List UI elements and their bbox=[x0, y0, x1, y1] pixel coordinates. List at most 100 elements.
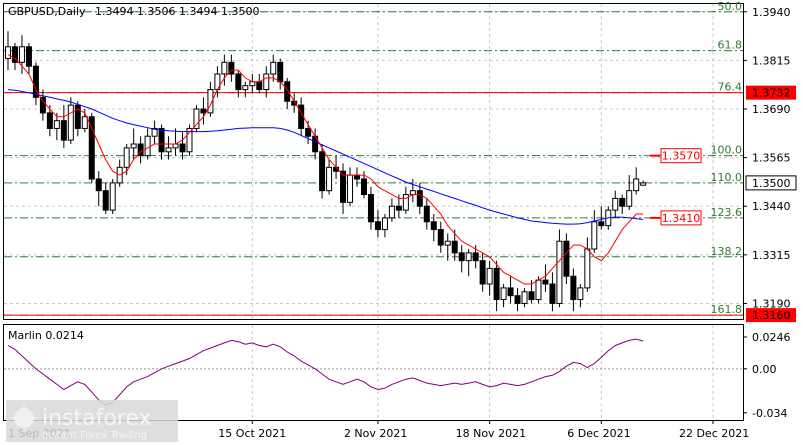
logo-star-icon bbox=[10, 404, 38, 432]
candle-body bbox=[277, 61, 284, 83]
candle-body bbox=[479, 260, 486, 285]
red-price-lines bbox=[4, 92, 743, 316]
osc-tick-label: -0.034 bbox=[752, 407, 787, 420]
candle-body bbox=[123, 147, 130, 168]
candle-body bbox=[430, 221, 437, 231]
osc-tick-label: 0.0246 bbox=[752, 331, 791, 344]
candle-body bbox=[221, 61, 228, 75]
candle-body bbox=[542, 279, 549, 285]
candle-body bbox=[458, 252, 465, 262]
candlesticks bbox=[5, 31, 647, 312]
candle-body bbox=[374, 221, 381, 231]
fibo-label: 138.2 bbox=[711, 245, 743, 258]
candle-body bbox=[193, 108, 200, 129]
candle-body bbox=[102, 190, 109, 211]
symbol-label: GBPUSD,Daily bbox=[8, 5, 86, 18]
current-price-box bbox=[745, 175, 797, 191]
price-tick-label: 1.3940 bbox=[752, 6, 791, 19]
candle-body bbox=[25, 46, 32, 67]
grid-lines bbox=[4, 4, 743, 420]
moving-average-slow bbox=[7, 89, 644, 225]
candle-body bbox=[584, 248, 591, 289]
candle-body bbox=[81, 116, 88, 129]
candle-body bbox=[88, 116, 95, 180]
price-tags: 1.3570 1.3410 bbox=[650, 148, 702, 226]
red-axis-box bbox=[746, 308, 796, 323]
time-tick-label: 2 Nov 2021 bbox=[344, 427, 407, 440]
candle-body bbox=[200, 108, 207, 114]
price-tick-label: 1.3565 bbox=[752, 152, 791, 165]
candle-body bbox=[144, 135, 151, 157]
osc-tick-label: 0.00 bbox=[752, 363, 777, 376]
candle-body bbox=[109, 182, 116, 211]
moving-average-fast bbox=[7, 54, 644, 285]
time-tick-label: 22 Dec 2021 bbox=[679, 427, 749, 440]
candle-body bbox=[354, 174, 360, 180]
price-tag-label: 1.3410 bbox=[662, 212, 701, 225]
fibo-label: 110.0 bbox=[711, 171, 743, 184]
candle-body bbox=[172, 143, 179, 149]
candle-body bbox=[263, 73, 270, 91]
candle-body bbox=[95, 178, 102, 192]
candle-body bbox=[549, 283, 556, 304]
price-axis: 1.3940 1.3815 1.3690 1.3565 1.3440 1.3315 1.31… bbox=[743, 6, 797, 323]
candle-body bbox=[472, 252, 479, 262]
candle-body bbox=[11, 46, 18, 63]
candle-body bbox=[186, 127, 193, 153]
candle-body bbox=[514, 295, 521, 304]
price-tick-label: 1.3690 bbox=[752, 103, 791, 116]
candle-body bbox=[507, 287, 514, 297]
fibo-label: 50.0 bbox=[718, 0, 743, 13]
candle-body bbox=[53, 120, 60, 129]
fibo-label: 100.0 bbox=[711, 144, 743, 157]
candle-body bbox=[158, 127, 165, 153]
candle-body bbox=[563, 240, 570, 277]
fibo-label: 161.8 bbox=[711, 303, 743, 316]
candle-body bbox=[367, 194, 374, 223]
candle-body bbox=[500, 287, 507, 301]
candle-body bbox=[521, 291, 528, 304]
candle-body bbox=[319, 151, 326, 192]
candle-body bbox=[130, 143, 137, 149]
candle-body bbox=[486, 267, 493, 285]
candle-body bbox=[270, 61, 277, 75]
fibo-label: 123.6 bbox=[711, 206, 743, 219]
fibo-label: 76.4 bbox=[718, 81, 743, 94]
price-tag-box bbox=[660, 148, 702, 164]
candle-body bbox=[165, 147, 172, 153]
candle-body bbox=[388, 205, 395, 219]
price-tick-label: 1.3815 bbox=[752, 54, 791, 67]
candle-body bbox=[577, 287, 584, 301]
candle-body bbox=[18, 46, 25, 63]
candle-body bbox=[409, 190, 416, 196]
price-tick-label: 1.3315 bbox=[752, 249, 791, 262]
chart-title: GBPUSD,Daily 1.3494 1.3506 1.3494 1.3500 bbox=[8, 5, 260, 18]
svg-text:instaforex: instaforex bbox=[42, 406, 152, 431]
candle-body bbox=[619, 197, 626, 207]
candle-body bbox=[242, 85, 249, 91]
candle-body bbox=[284, 81, 291, 102]
candle-body bbox=[207, 89, 214, 114]
candle-body bbox=[151, 127, 158, 137]
candle-body bbox=[32, 65, 39, 98]
red-axis-label: 1.3160 bbox=[752, 309, 791, 322]
candle-body bbox=[570, 275, 577, 301]
candle-body bbox=[423, 205, 430, 223]
candle-body bbox=[67, 104, 74, 141]
candle-body bbox=[444, 240, 451, 246]
candle-body bbox=[340, 170, 347, 203]
candle-body bbox=[228, 61, 235, 75]
candle-body bbox=[633, 178, 640, 192]
candle-body bbox=[612, 197, 619, 211]
candle-body bbox=[249, 81, 256, 87]
oscillator-axis: 0.0246 0.00 -0.034 bbox=[743, 331, 791, 420]
candle-body bbox=[74, 104, 81, 129]
candle-body bbox=[640, 182, 647, 186]
time-tick-label: 15 Oct 2021 bbox=[218, 427, 286, 440]
time-tick-label: 18 Nov 2021 bbox=[456, 427, 526, 440]
svg-text:Instant Forex Trading: Instant Forex Trading bbox=[42, 430, 147, 441]
candle-body bbox=[416, 190, 423, 207]
candle-body bbox=[60, 120, 67, 141]
candle-body bbox=[305, 127, 312, 137]
